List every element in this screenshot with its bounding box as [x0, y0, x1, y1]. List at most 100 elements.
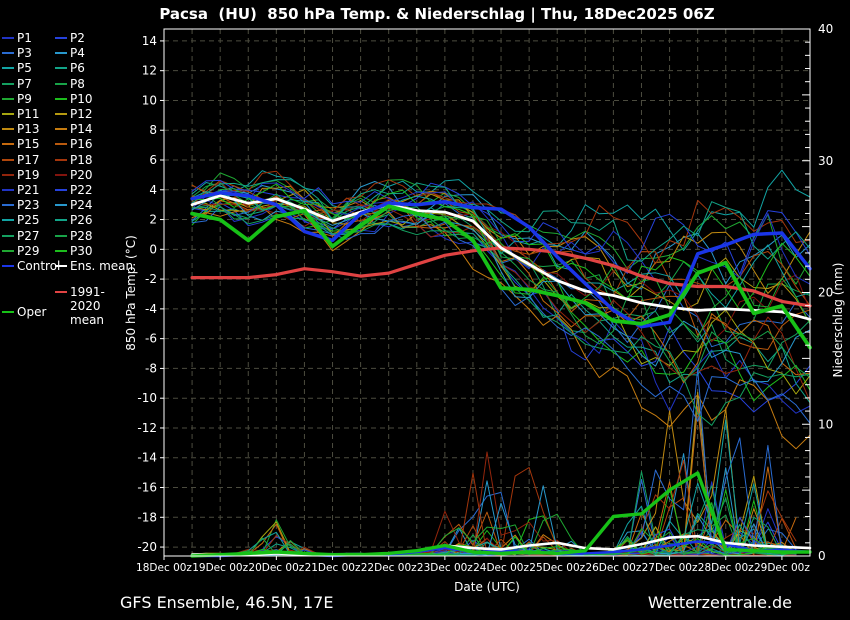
legend-swatch [2, 37, 14, 39]
legend-label: P8 [70, 76, 85, 91]
legend-swatch [55, 82, 67, 85]
legend-label: P3 [17, 46, 32, 61]
legend-label: Control [17, 259, 61, 273]
legend-label: P17 [17, 152, 40, 167]
legend-item: P2 [55, 31, 85, 45]
legend-label: P22 [70, 183, 93, 197]
legend-item: 1991-2020 mean [55, 285, 133, 327]
legend-label: P24 [70, 198, 93, 213]
chart-title: Pacsa (HU) 850 hPa Temp. & Niederschlag … [159, 5, 715, 23]
legend-item: Control [2, 259, 60, 273]
legend-swatch [55, 113, 67, 115]
y-left-tick-label: -6 [145, 332, 157, 346]
legend-label: P26 [70, 213, 93, 228]
legend-label: P13 [17, 122, 40, 137]
y-left-tick-label: -4 [145, 302, 157, 316]
series-line-oper [190, 204, 812, 350]
legend-label: P19 [17, 167, 40, 182]
y-left-tick-label: 2 [149, 213, 157, 227]
legend-label: P28 [70, 228, 93, 243]
y-left-tick-label: 4 [149, 183, 157, 197]
legend-item: P21 [2, 183, 40, 197]
y-left-tick-label: -20 [137, 540, 157, 554]
legend-item: Ens. mean [55, 259, 133, 273]
legend-swatch [2, 128, 14, 131]
y-left-tick-label: 12 [142, 64, 157, 78]
legend-item: P7 [2, 77, 32, 91]
x-tick-label: 22Dec 00z [361, 562, 417, 574]
y-right-tick-label: 30 [818, 154, 833, 168]
x-tick-label: 29Dec 00z [754, 562, 810, 574]
member-temp-line [191, 195, 811, 350]
legend-swatch [55, 189, 67, 191]
y-axis-label-temp: 850 hPa Temp. (°C) [124, 235, 138, 351]
member-temp-line [191, 179, 811, 262]
legend-swatch [2, 52, 14, 55]
footer-brand: Wetterzentrale.de [647, 593, 792, 612]
legend-swatch [55, 37, 67, 39]
y-right-tick-label: 40 [818, 22, 833, 36]
legend-label: 1991-2020 mean [70, 284, 105, 327]
legend-swatch [2, 249, 14, 252]
legend-swatch [55, 265, 67, 267]
y-left-tick-label: -16 [137, 481, 157, 495]
legend-swatch [2, 113, 14, 115]
legend-label: P11 [17, 107, 40, 121]
legend-item: P3 [2, 46, 32, 60]
legend-label: P10 [70, 91, 93, 106]
series-line-ens-mean [190, 194, 812, 321]
legend-item: P14 [55, 122, 93, 136]
legend-swatch [2, 219, 14, 222]
legend-label: P2 [70, 31, 85, 45]
legend-label: P1 [17, 31, 32, 45]
legend-label: P30 [70, 243, 93, 258]
legend-item: P28 [55, 229, 93, 243]
y-left-tick-label: -12 [137, 421, 157, 435]
series-line-oper-precip [190, 471, 812, 558]
legend-item: P1 [2, 31, 32, 45]
legend-swatch [55, 143, 67, 146]
legend-swatch [2, 158, 14, 161]
legend-item: P29 [2, 244, 40, 258]
legend-item: P17 [2, 153, 40, 167]
legend-item: P30 [55, 244, 93, 258]
legend-item: P27 [2, 229, 40, 243]
legend-label: Ens. mean [70, 259, 134, 273]
legend-label: P4 [70, 46, 85, 61]
x-tick-label: 18Dec 00z [136, 562, 192, 574]
legend-swatch [2, 189, 14, 191]
legend-item: P12 [55, 107, 93, 121]
legend-swatch [2, 82, 14, 85]
y-right-tick-label: 0 [818, 549, 826, 563]
member-precip-line [191, 502, 797, 556]
gridlines [164, 29, 810, 556]
y-right-tick-label: 10 [818, 417, 833, 431]
y-axis-label-precip: Niederschlag (mm) [831, 262, 845, 378]
y-left-tick-label: 14 [142, 34, 157, 48]
legend-item: P18 [55, 153, 93, 167]
y-left-tick-label: 10 [142, 93, 157, 107]
legend-swatch [2, 173, 14, 176]
x-tick-label: 24Dec 00z [473, 562, 529, 574]
legend-item: P23 [2, 198, 40, 212]
legend-label: P29 [17, 243, 40, 258]
member-temp-line [191, 193, 811, 382]
x-tick-label: 21Dec 00z [305, 562, 361, 574]
axis-ticks [160, 28, 810, 560]
legend: P1 P2 P3 P4 P5 P6 P7 P8 P9 P10 P11 P12 P13 P14 P15 P16 P… [0, 0, 160, 620]
legend-item: P19 [2, 168, 40, 182]
legend-label: P15 [17, 137, 40, 152]
legend-item: P5 [2, 61, 32, 75]
y-left-tick-label: 0 [149, 242, 157, 256]
legend-item: P9 [2, 92, 32, 106]
member-temp-line [191, 169, 811, 251]
legend-label: P18 [70, 152, 93, 167]
legend-swatch [55, 158, 67, 161]
legend-item: P26 [55, 213, 93, 227]
axes: 14121086420-2-4-6-8-10-12-14-16-18-20010… [136, 22, 833, 574]
legend-swatch [55, 52, 67, 55]
legend-swatch [55, 204, 67, 207]
legend-label: P12 [70, 107, 93, 121]
x-tick-label: 19Dec 00z [192, 562, 248, 574]
